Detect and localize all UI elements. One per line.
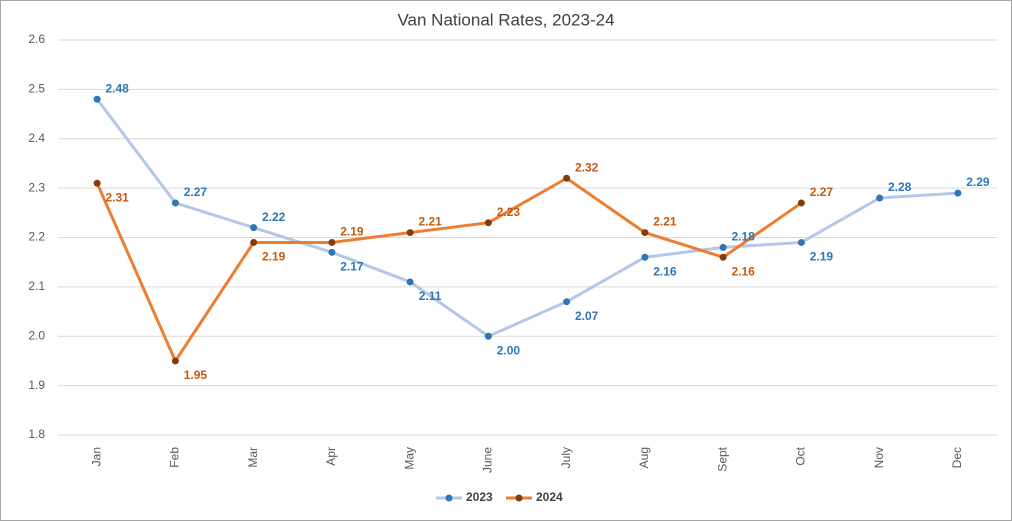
x-tick-label: Nov (872, 447, 886, 468)
x-tick-label: Apr (324, 447, 338, 466)
x-tick-label: Aug (637, 447, 651, 468)
marker (876, 194, 884, 202)
x-tick-label: Mar (246, 447, 260, 468)
x-tick-label: July (559, 447, 573, 468)
data-label: 2.21 (418, 215, 442, 229)
legend-label: 2024 (536, 490, 563, 504)
y-tick-label: 2.1 (28, 279, 45, 293)
marker (250, 224, 258, 232)
data-label: 2.16 (653, 264, 677, 278)
marker (250, 238, 258, 246)
y-tick-label: 1.9 (28, 378, 45, 392)
data-label: 2.32 (575, 160, 599, 174)
x-tick-label: Feb (168, 447, 182, 468)
marker (93, 179, 101, 187)
legend-marker (515, 494, 523, 502)
x-tick-label: Jan (89, 447, 103, 466)
data-label: 2.00 (497, 343, 521, 357)
marker (171, 357, 179, 365)
y-tick-label: 2.2 (28, 230, 45, 244)
y-tick-label: 2.5 (28, 82, 45, 96)
marker (328, 238, 336, 246)
marker (563, 298, 571, 306)
y-tick-label: 1.8 (28, 427, 45, 441)
marker (797, 238, 805, 246)
x-tick-label: Oct (794, 446, 808, 465)
marker (171, 199, 179, 207)
data-label: 2.48 (105, 81, 129, 95)
data-label: 2.19 (262, 250, 286, 264)
marker (954, 189, 962, 197)
marker (93, 95, 101, 103)
data-label: 2.27 (184, 185, 208, 199)
series-line (95, 98, 958, 338)
data-label: 2.29 (966, 175, 990, 189)
marker (484, 332, 492, 340)
x-tick-label: June (481, 447, 495, 473)
marker (328, 248, 336, 256)
marker (406, 278, 414, 286)
data-label: 2.17 (340, 259, 364, 273)
data-label: 2.19 (810, 250, 834, 264)
marker (406, 229, 414, 237)
legend-label: 2023 (466, 490, 493, 504)
series-line (95, 176, 803, 363)
data-label: 2.16 (731, 264, 755, 278)
data-label: 2.21 (653, 215, 677, 229)
data-label: 1.95 (184, 368, 208, 382)
marker (719, 253, 727, 261)
marker (484, 219, 492, 227)
data-label: 2.28 (888, 180, 912, 194)
data-label: 2.22 (262, 210, 286, 224)
data-label: 2.23 (497, 205, 521, 219)
y-tick-label: 2.0 (28, 328, 45, 342)
x-tick-label: Dec (950, 447, 964, 468)
marker (641, 253, 649, 261)
chart-title: Van National Rates, 2023-24 (397, 10, 614, 29)
marker (719, 243, 727, 251)
y-tick-label: 2.6 (28, 32, 45, 46)
data-label: 2.19 (340, 225, 364, 239)
legend-marker (445, 494, 453, 502)
data-label: 2.27 (810, 185, 834, 199)
x-tick-label: May (402, 447, 416, 470)
data-label: 2.31 (105, 190, 129, 204)
y-tick-label: 2.4 (28, 131, 45, 145)
marker (641, 229, 649, 237)
marker (797, 199, 805, 207)
data-label: 2.07 (575, 309, 599, 323)
x-tick-label: Sept (715, 446, 729, 471)
data-label: 2.11 (419, 289, 442, 303)
data-label: 2.18 (731, 230, 755, 244)
marker (563, 174, 571, 182)
y-tick-label: 2.3 (28, 180, 45, 194)
